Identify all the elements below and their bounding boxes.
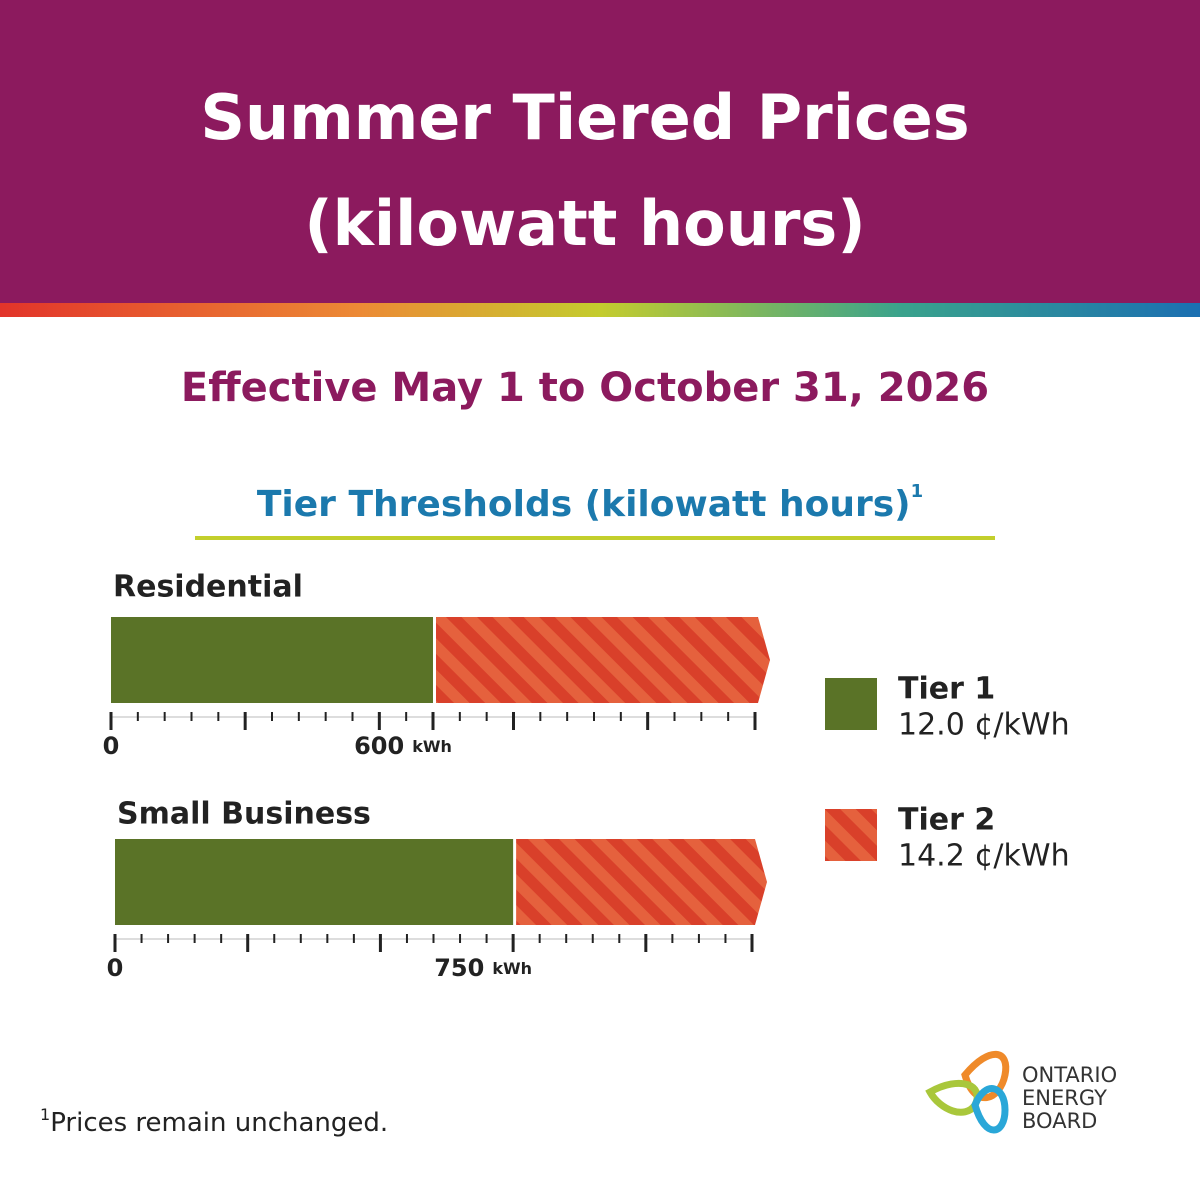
tier2-bar xyxy=(516,839,767,925)
legend-name: Tier 2 xyxy=(898,803,995,838)
tick-value: 0 xyxy=(107,954,124,982)
section-title-text: Tier Thresholds (kilowatt hours) xyxy=(257,484,911,525)
title: (kilowatt hours) xyxy=(304,187,865,260)
header-band xyxy=(0,0,1200,303)
tick-label: 750 kWh xyxy=(434,954,532,982)
legend-price: 12.0 ¢/kWh xyxy=(898,708,1070,743)
tier1-bar xyxy=(111,617,433,703)
logo-line: BOARD xyxy=(1022,1109,1097,1133)
legend-price: 14.2 ¢/kWh xyxy=(898,839,1070,874)
footnote: 1Prices remain unchanged. xyxy=(40,1105,388,1138)
note-mark: 1 xyxy=(911,481,924,502)
legend-swatch xyxy=(825,678,877,730)
logo-mark xyxy=(925,1050,1010,1134)
charts: Residential 0 600 kWh Small Business 0 750 kWh xyxy=(103,570,770,982)
chart-label: Small Business xyxy=(117,797,371,832)
legend: Tier 112.0 ¢/kWh Tier 214.2 ¢/kWh xyxy=(825,672,1070,874)
footnote-text: Prices remain unchanged. xyxy=(50,1108,388,1138)
tick-value: 750 xyxy=(434,954,484,982)
tick-label: 0 xyxy=(107,954,124,982)
tick-value: 600 xyxy=(354,732,404,760)
legend-name: Tier 1 xyxy=(898,672,995,707)
logo-line: ENERGY xyxy=(1022,1086,1107,1110)
tick-value: 0 xyxy=(103,732,120,760)
legend-swatch xyxy=(825,809,877,861)
unit: kWh xyxy=(412,737,452,756)
tick-label: 600 kWh xyxy=(354,732,452,760)
unit: kWh xyxy=(492,959,532,978)
title: Summer Tiered Prices xyxy=(200,81,969,154)
note-mark: 1 xyxy=(40,1105,50,1124)
chart-label: Residential xyxy=(113,570,303,605)
rainbow-strip xyxy=(0,303,1200,317)
section-title: Tier Thresholds (kilowatt hours)1 xyxy=(257,481,923,525)
logo-line: ONTARIO xyxy=(1022,1063,1117,1087)
tier2-bar xyxy=(436,617,770,703)
tier1-bar xyxy=(115,839,514,925)
tick-label: 0 xyxy=(103,732,120,760)
subtitle: Effective May 1 to October 31, 2026 xyxy=(181,365,989,411)
